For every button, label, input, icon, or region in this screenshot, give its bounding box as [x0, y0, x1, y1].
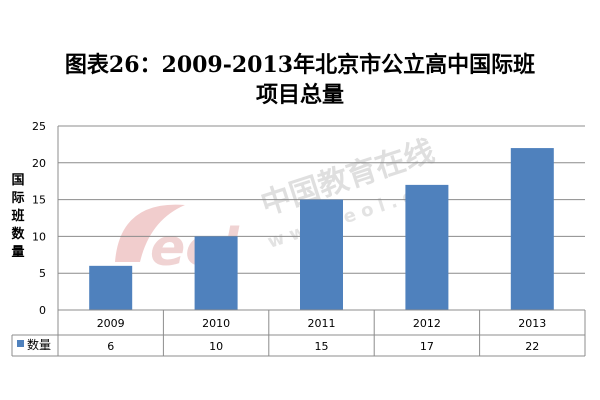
x-tick-label: 2009 [97, 317, 125, 330]
y-tick-label: 0 [39, 304, 46, 317]
y-axis-label: 国际班数量 [11, 173, 25, 260]
data-label: 6 [107, 340, 114, 353]
y-tick-label: 25 [32, 120, 46, 133]
watermark-logo-swoosh [115, 204, 185, 262]
bar-2013 [510, 148, 554, 310]
y-tick-labels: 0 5 10 15 20 25 [32, 120, 46, 317]
y-tick-label: 10 [32, 230, 46, 243]
x-tick-label: 2013 [518, 317, 546, 330]
bars [89, 148, 554, 310]
bar-2009 [89, 265, 133, 310]
legend-label: 数量 [27, 337, 51, 352]
x-tick-label: 2010 [202, 317, 230, 330]
y-tick-label: 20 [32, 157, 46, 170]
data-label: 17 [420, 340, 434, 353]
chart-title-line2: 项目总量 [255, 82, 344, 108]
x-tick-label: 2011 [308, 317, 336, 330]
chart-title-line1: 图表26：2009-2013年北京市公立高中国际班 [64, 52, 536, 78]
y-tick-label: 15 [32, 194, 46, 207]
bar-2011 [300, 199, 343, 310]
data-label: 15 [315, 340, 329, 353]
data-table: 2009 6 2010 10 2011 15 2012 17 2013 22 数量 [11, 309, 586, 357]
x-tick-label: 2012 [413, 317, 441, 330]
bar-2012 [405, 184, 449, 310]
y-tick-label: 5 [39, 267, 46, 280]
bar-2010 [194, 236, 238, 310]
data-label: 22 [525, 340, 539, 353]
data-label: 10 [209, 340, 223, 353]
legend-key [17, 340, 24, 347]
